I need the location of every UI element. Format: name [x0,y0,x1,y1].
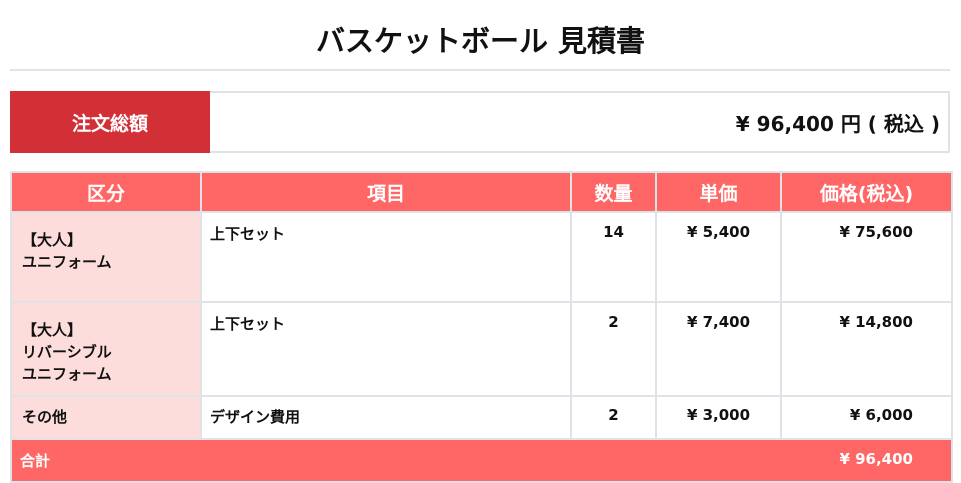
total-label: 合計 [10,438,781,483]
qty-cell: 2 [570,395,657,440]
category-line: ユニフォーム [22,253,112,271]
qty-cell: 14 [570,211,657,303]
total-row: 合計 ¥ 96,400 [10,438,953,483]
order-total-summary: 注文総額 ¥ 96,400 円 ( 税込 ) [10,91,950,153]
item-cell: 上下セット [200,301,572,397]
price-cell: ¥ 14,800 [780,301,953,397]
category-cell: 【大人】リバーシブル ユニフォーム [10,301,202,397]
category-cell: その他 [10,395,202,440]
header-price: 価格(税込) [780,171,953,213]
unit-price-cell: ¥ 7,400 [655,301,782,397]
category-line: 【大人】 [22,321,83,339]
unit-price-cell: ¥ 5,400 [655,211,782,303]
category-line: リバーシブル [22,343,112,361]
table-row: その他 デザイン費用 2 ¥ 3,000 ¥ 6,000 [10,395,953,440]
table-header-row: 区分 項目 数量 単価 価格(税込) [10,171,953,213]
table-row: 【大人】リバーシブル ユニフォーム 上下セット 2 ¥ 7,400 ¥ 14,80… [10,301,953,397]
unit-price-cell: ¥ 3,000 [655,395,782,440]
header-unit-price: 単価 [655,171,782,213]
order-total-label: 注文総額 [10,91,210,153]
category-cell: 【大人】ユニフォーム [10,211,202,303]
header-qty: 数量 [570,171,657,213]
category-line: 【大人】 [22,231,83,249]
item-cell: 上下セット [200,211,572,303]
price-cell: ¥ 75,600 [780,211,953,303]
qty-cell: 2 [570,301,657,397]
price-cell: ¥ 6,000 [780,395,953,440]
total-value: ¥ 96,400 [781,438,953,483]
header-item: 項目 [200,171,572,213]
item-cell: デザイン費用 [200,395,572,440]
page-title: バスケットボール 見積書 [315,24,646,58]
estimate-table: 区分 項目 数量 単価 価格(税込) 【大人】 ユニフォーム 上下セット 14 ¥… [10,171,953,483]
divider [10,69,950,71]
order-total-value: ¥ 96,400 円 ( 税込 ) [735,111,940,136]
category-line: ユニフォーム [22,365,112,383]
table-row: 【大人】ユニフォーム 上下セット 14 ¥ 5,400 ¥ 75,600 [10,211,953,303]
header-category: 区分 [10,171,202,213]
